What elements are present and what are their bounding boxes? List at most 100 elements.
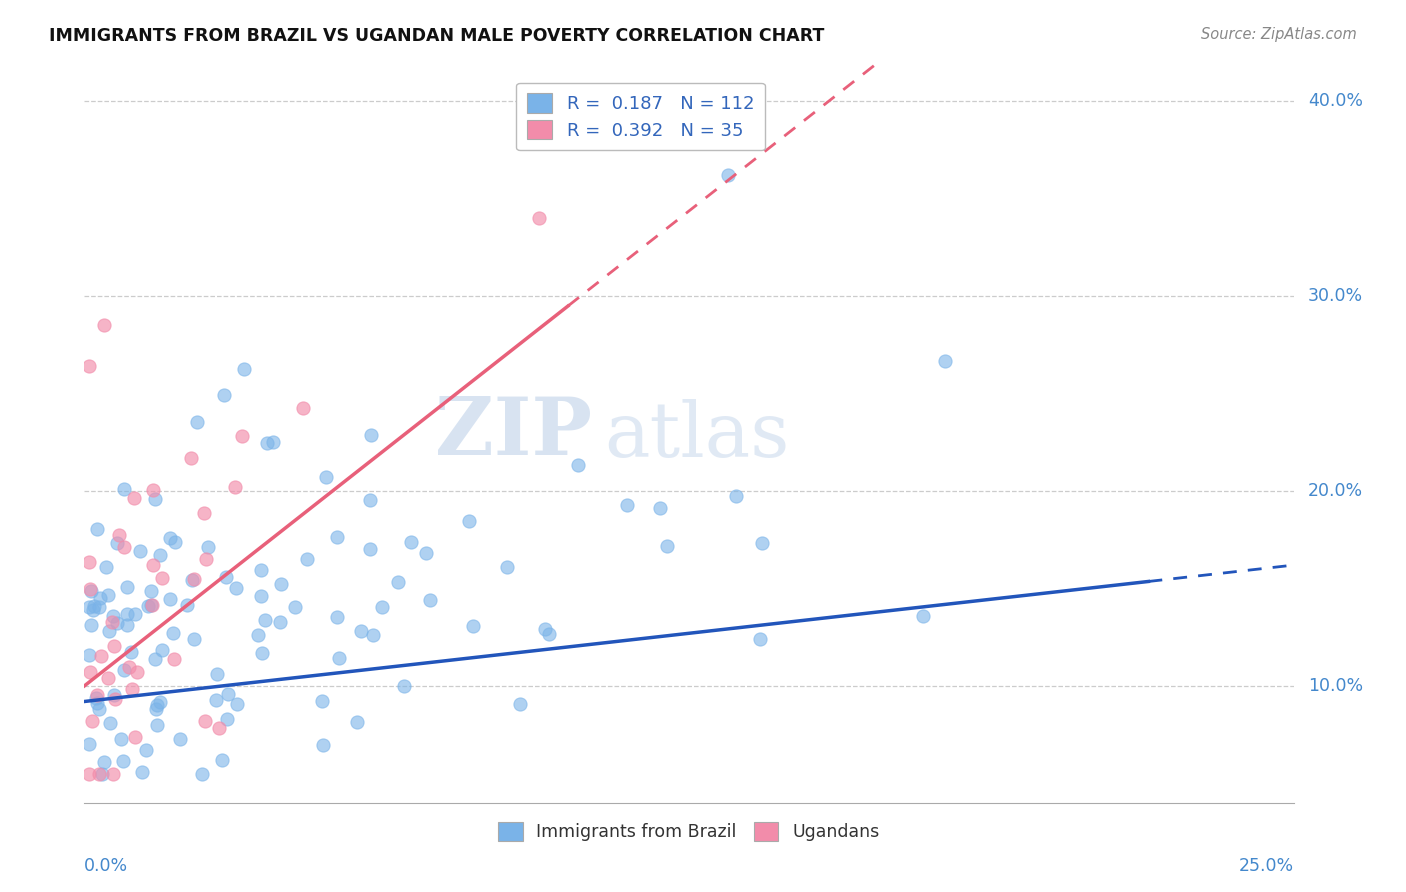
Point: [79, 583, 101, 598]
Point: [159, 592, 181, 607]
Point: [246, 628, 269, 642]
Point: [142, 483, 165, 498]
Point: [112, 540, 135, 554]
Point: [86, 696, 108, 710]
Point: [163, 652, 186, 666]
Text: IMMIGRANTS FROM BRAZIL VS UGANDAN MALE POVERTY CORRELATION CHART: IMMIGRANTS FROM BRAZIL VS UGANDAN MALE P…: [49, 27, 824, 45]
Point: [225, 581, 247, 595]
Point: [79, 582, 101, 597]
Point: [359, 541, 381, 556]
Point: [149, 549, 172, 563]
Point: [79, 665, 101, 679]
Point: [387, 574, 409, 589]
Point: [326, 530, 349, 544]
Point: [527, 211, 550, 226]
Point: [124, 607, 146, 621]
Point: [115, 580, 138, 594]
Point: [143, 652, 166, 666]
Point: [96, 560, 118, 574]
Point: [226, 697, 249, 711]
Point: [176, 598, 198, 612]
Point: [142, 558, 165, 572]
Text: atlas: atlas: [605, 400, 790, 474]
Point: [934, 353, 956, 368]
Point: [269, 615, 291, 629]
Point: [84, 691, 107, 706]
Point: [232, 362, 254, 376]
Point: [401, 534, 423, 549]
Point: [89, 599, 111, 614]
Point: [311, 739, 333, 753]
Point: [534, 623, 557, 637]
Point: [509, 697, 531, 711]
Point: [112, 482, 135, 496]
Point: [249, 589, 271, 603]
Point: [254, 613, 277, 627]
Point: [297, 551, 319, 566]
Text: 20.0%: 20.0%: [1308, 482, 1364, 500]
Point: [215, 570, 238, 584]
Point: [143, 491, 166, 506]
Point: [87, 766, 110, 780]
Point: [311, 693, 333, 707]
Point: [77, 737, 100, 751]
Point: [250, 646, 273, 660]
Point: [105, 615, 128, 630]
Point: [183, 632, 205, 646]
Text: 25.0%: 25.0%: [1239, 857, 1294, 875]
Point: [83, 599, 105, 614]
Point: [262, 434, 284, 449]
Text: 40.0%: 40.0%: [1308, 93, 1362, 111]
Point: [135, 743, 157, 757]
Point: [359, 492, 381, 507]
Point: [186, 416, 208, 430]
Legend: Immigrants from Brazil, Ugandans: Immigrants from Brazil, Ugandans: [489, 813, 889, 850]
Point: [162, 626, 184, 640]
Point: [103, 609, 125, 624]
Point: [655, 539, 678, 553]
Point: [118, 660, 141, 674]
Point: [139, 584, 162, 599]
Point: [141, 598, 163, 612]
Point: [250, 563, 273, 577]
Point: [115, 607, 138, 621]
Point: [181, 573, 204, 587]
Point: [128, 543, 150, 558]
Point: [169, 731, 191, 746]
Point: [911, 608, 934, 623]
Point: [117, 618, 139, 632]
Point: [79, 359, 101, 373]
Point: [361, 628, 384, 642]
Point: [82, 603, 104, 617]
Point: [217, 712, 239, 726]
Point: [105, 535, 128, 549]
Point: [89, 591, 111, 605]
Point: [77, 766, 100, 780]
Point: [112, 754, 135, 768]
Point: [150, 642, 173, 657]
Point: [197, 540, 219, 554]
Point: [725, 490, 748, 504]
Point: [392, 679, 415, 693]
Point: [360, 427, 382, 442]
Point: [567, 458, 589, 472]
Point: [165, 534, 187, 549]
Point: [616, 499, 638, 513]
Point: [371, 600, 394, 615]
Point: [458, 514, 481, 528]
Point: [89, 702, 111, 716]
Point: [224, 480, 246, 494]
Point: [270, 577, 292, 591]
Point: [749, 632, 772, 646]
Point: [120, 645, 142, 659]
Point: [231, 429, 253, 443]
Point: [292, 401, 315, 415]
Point: [150, 571, 173, 585]
Point: [97, 672, 120, 686]
Point: [90, 649, 112, 664]
Point: [121, 681, 143, 696]
Point: [82, 714, 104, 728]
Point: [141, 598, 163, 612]
Point: [112, 663, 135, 677]
Point: [328, 651, 350, 665]
